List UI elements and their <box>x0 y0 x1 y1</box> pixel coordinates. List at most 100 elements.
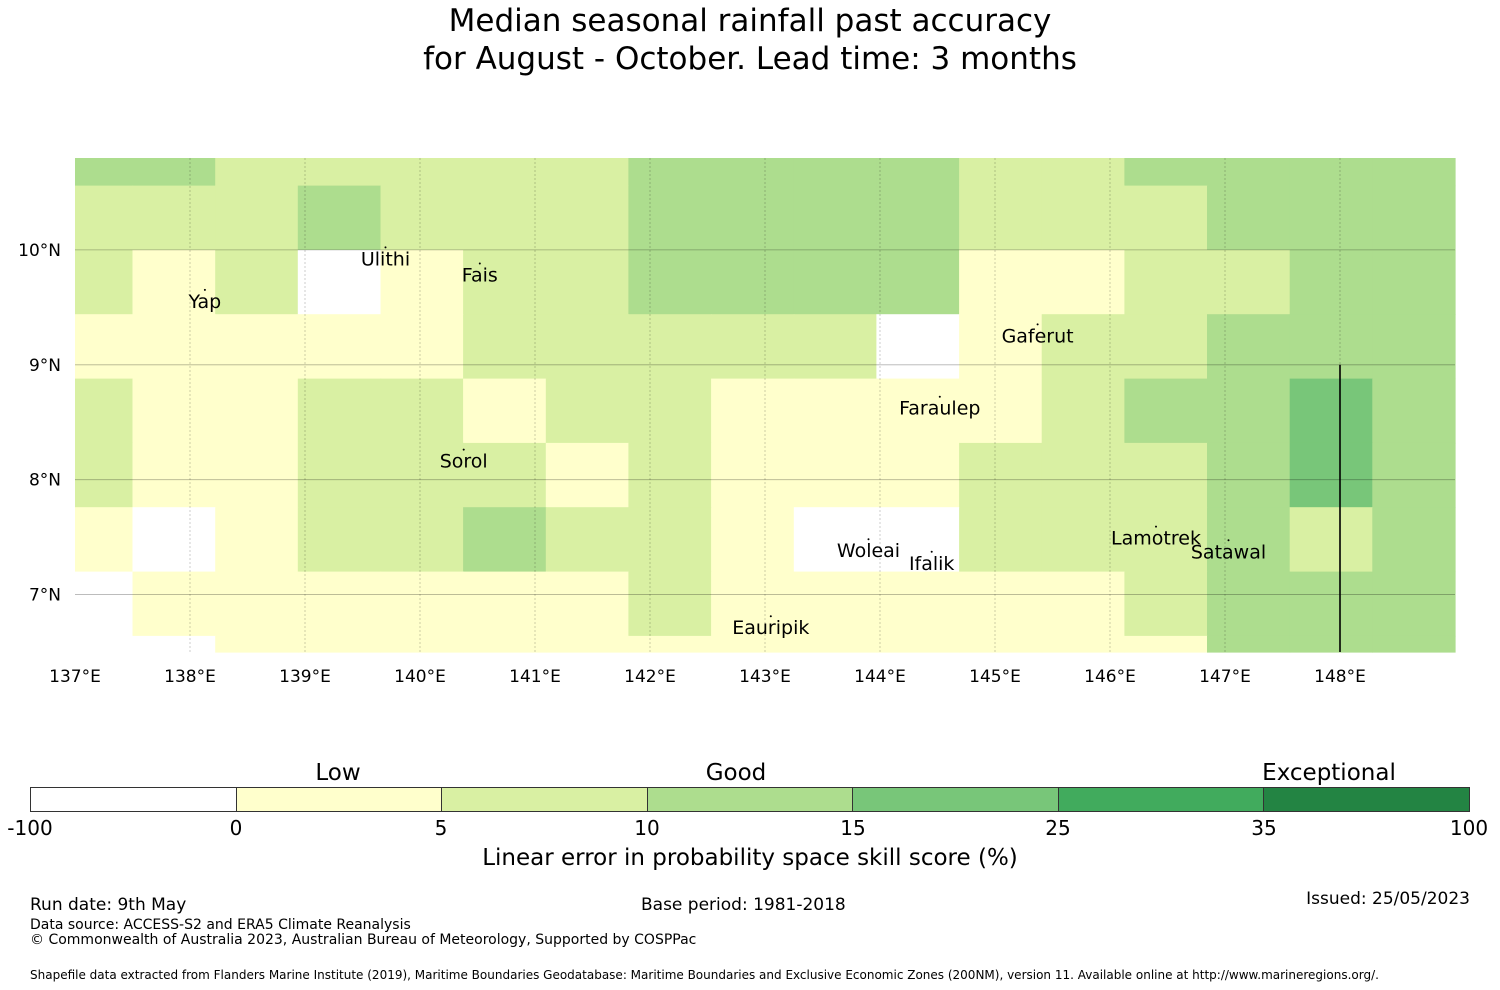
grid-cell <box>1372 378 1456 444</box>
grid-cell <box>711 314 795 380</box>
grid-cell <box>1289 314 1373 380</box>
grid-cell <box>75 571 134 637</box>
grid-cell <box>876 249 960 315</box>
longitude-tick-label: 144°E <box>854 667 906 687</box>
grid-cell <box>959 185 1043 251</box>
colorbar-segment <box>646 788 853 811</box>
grid-cell <box>793 378 878 444</box>
grid-cell <box>1124 571 1208 637</box>
grid-cell <box>380 571 464 637</box>
island-label: Gaferut <box>1002 325 1074 347</box>
grid-cell <box>1207 442 1291 508</box>
island-label: Eauripik <box>732 617 809 639</box>
grid-cell <box>463 442 547 508</box>
map-axis-labels: 137°E 138°E 139°E 140°E 141°E 142°E 143°E 144°E… <box>18 241 1366 687</box>
grid-cell <box>1124 249 1208 315</box>
longitude-tick-label: 140°E <box>394 667 446 687</box>
grid-cell <box>711 249 795 315</box>
longitude-tick-label: 142°E <box>624 667 676 687</box>
grid-cell <box>959 635 1043 653</box>
grid-cell <box>75 507 134 573</box>
island-marker <box>203 288 206 291</box>
grid-cell <box>1372 442 1456 508</box>
island-label: Faraulep <box>899 398 980 420</box>
grid-cell <box>1372 185 1456 251</box>
grid-cell <box>75 378 134 444</box>
colorbar <box>30 787 1470 812</box>
island-label: Ifalik <box>909 553 955 575</box>
grid-cell <box>628 635 712 653</box>
island-marker <box>384 246 387 249</box>
grid-cell <box>545 158 630 187</box>
grid-cell <box>876 507 960 573</box>
grid-cell <box>132 314 216 380</box>
grid-cell <box>297 507 382 573</box>
longitude-tick-label: 148°E <box>1314 667 1366 687</box>
grid-cell <box>463 507 547 573</box>
grid-cell <box>132 249 216 315</box>
grid-cell <box>1041 635 1125 653</box>
grid-cell <box>959 314 1043 380</box>
grid-cell <box>711 507 795 573</box>
grid-cell <box>297 571 382 637</box>
grid-cell <box>75 158 134 187</box>
grid-cell <box>463 158 547 187</box>
grid-cell <box>1124 635 1208 653</box>
grid-cell <box>545 249 630 315</box>
grid-cell <box>876 442 960 508</box>
legend-category-low: Low <box>315 760 361 786</box>
grid-cell <box>1289 158 1373 187</box>
grid-cell <box>75 442 134 508</box>
grid-cell <box>1289 249 1373 315</box>
grid-cell <box>1372 571 1456 637</box>
grid-cell <box>1124 378 1208 444</box>
grid-cell <box>793 442 878 508</box>
grid-cell <box>1372 158 1456 187</box>
longitude-tick-label: 141°E <box>509 667 561 687</box>
base-period: Base period: 1981-2018 <box>641 895 846 915</box>
grid-cell <box>545 378 630 444</box>
grid-cell <box>380 158 464 187</box>
title-line-2: for August - October. Lead time: 3 month… <box>423 41 1077 77</box>
colorbar-segment <box>1057 788 1264 811</box>
island-label: Sorol <box>440 451 488 473</box>
longitude-tick-label: 145°E <box>969 667 1021 687</box>
grid-cell <box>1041 158 1125 187</box>
grid-cell <box>463 249 547 315</box>
grid-cell <box>463 571 547 637</box>
grid-cell <box>711 158 795 187</box>
grid-cell <box>75 249 134 315</box>
island-label: Lamotrek <box>1111 528 1201 550</box>
grid-cell <box>959 378 1043 444</box>
colorbar-segment <box>1263 788 1470 811</box>
grid-cell <box>1289 635 1373 653</box>
run-date: Run date: 9th May <box>30 895 187 915</box>
grid-cell <box>297 249 382 315</box>
grid-cell <box>876 635 960 653</box>
grid-cell <box>793 314 878 380</box>
grid-cell <box>1124 158 1208 187</box>
grid-cell <box>1372 314 1456 380</box>
island-label: Fais <box>462 265 498 287</box>
colorbar-tick: 35 <box>1251 816 1277 840</box>
data-source: Data source: ACCESS-S2 and ERA5 Climate … <box>30 917 411 933</box>
colorbar-tick: 5 <box>434 816 448 840</box>
grid-cell <box>215 378 299 444</box>
grid-cell <box>793 571 878 637</box>
grid-cell <box>628 378 712 444</box>
grid-cell <box>1207 249 1291 315</box>
island-marker <box>462 448 465 451</box>
grid-cell <box>1041 571 1125 637</box>
island-marker <box>769 615 772 618</box>
grid-cell <box>1124 507 1208 573</box>
shapefile-credit: Shapefile data extracted from Flanders M… <box>30 968 1379 982</box>
title-line-1: Median seasonal rainfall past accuracy <box>448 3 1052 39</box>
latitude-tick-label: 9°N <box>29 356 61 376</box>
grid-cell <box>959 442 1043 508</box>
grid-cell <box>628 571 712 637</box>
legend-category-good: Good <box>705 760 767 786</box>
grid-cell <box>215 158 299 187</box>
skill-grid-cells <box>75 158 1456 653</box>
grid-cell <box>380 442 464 508</box>
longitude-tick-label: 143°E <box>739 667 791 687</box>
